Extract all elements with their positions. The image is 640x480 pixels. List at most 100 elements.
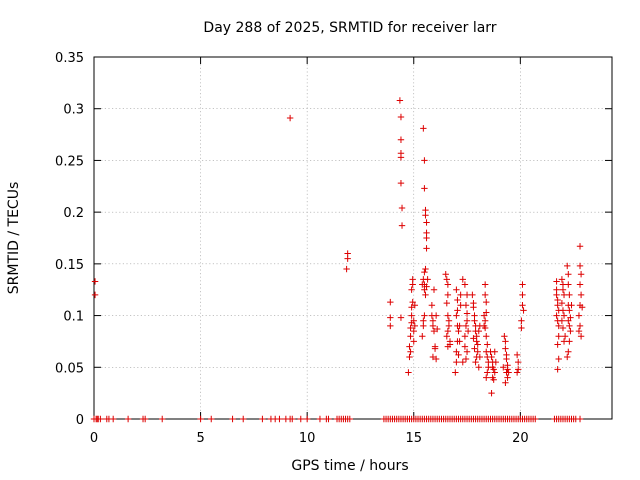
data-point [289,415,296,423]
data-point [565,317,572,324]
data-point [411,302,419,309]
x-tick-label: 20 [512,431,529,446]
data-point [409,276,416,283]
data-point [159,415,166,423]
y-axis-label: SRMTID / TECUs [6,182,22,295]
data-point [453,286,460,293]
axis-ticks: 0 0.05 0.1 0.15 0.2 0.25 0.3 0.35 0 5 10 15 20 [55,51,612,446]
data-point [462,355,470,363]
data-point [470,304,477,311]
data-point [490,376,497,383]
data-point [476,353,484,361]
data-point [483,298,490,306]
data-point [406,343,413,350]
data-point [578,304,586,311]
data-point [484,341,491,348]
data-point [443,299,450,307]
data-point [316,415,324,423]
data-point [396,97,404,104]
data-point [442,271,449,278]
data-point [564,262,571,270]
data-point [456,338,463,345]
data-point [343,265,350,273]
data-point [454,296,461,304]
data-point [553,312,560,319]
data-point [422,291,429,299]
data-point [518,324,525,332]
data-point [141,415,149,423]
data-point [456,322,463,330]
data-point [397,179,405,187]
data-point [470,335,477,342]
data-point [553,278,560,285]
data-point [504,366,511,373]
data-point [501,333,508,340]
data-point [555,355,562,363]
data-point [406,353,413,361]
data-point [229,415,236,423]
data-point [344,255,351,262]
x-tick-label: 5 [196,431,204,446]
data-point [432,355,440,363]
data-point [454,307,461,314]
data-point [502,345,509,352]
data-point [474,348,481,355]
data-point [559,286,567,293]
data-point [346,415,354,423]
data-point [502,338,509,345]
data-point [453,358,460,366]
data-point [475,327,482,335]
data-points [90,97,586,423]
data-point [398,222,406,229]
x-axis-label: GPS time / hours [291,458,408,474]
data-point [558,276,566,283]
plot-frame [93,56,613,420]
data-point [483,374,490,381]
data-point [455,351,462,359]
data-point [430,286,438,293]
data-point [515,358,522,366]
data-point [566,338,573,345]
data-point [423,219,430,226]
y-tick-label: 0.35 [55,51,84,66]
data-point [419,281,426,288]
data-point [452,369,459,376]
data-point [444,312,452,319]
data-point [424,276,431,283]
data-point [420,125,427,132]
x-tick-label: 10 [299,431,316,446]
data-point [397,154,405,161]
data-point [505,369,512,376]
data-point [461,281,469,288]
data-point [568,302,575,309]
data-point [124,415,132,423]
data-point [208,415,215,423]
data-point [480,312,488,319]
data-point [410,317,417,324]
data-point [554,302,561,309]
data-point [491,369,498,376]
data-point [576,262,584,270]
data-point [576,281,584,288]
data-point [423,283,430,290]
data-point [564,353,571,361]
data-point [97,415,104,423]
data-point [419,333,426,340]
data-point [410,338,417,345]
x-tick-label: 0 [90,431,98,446]
data-point [565,281,572,288]
data-point [519,302,526,309]
data-point [443,333,450,340]
data-point [461,343,469,350]
data-point [473,338,480,345]
data-point [518,317,525,324]
data-point [481,281,489,288]
data-point [519,281,526,288]
data-point [464,327,472,335]
data-point [576,415,584,423]
data-point [387,322,394,330]
data-point [444,281,452,288]
data-point [109,415,117,423]
data-point [459,276,466,283]
